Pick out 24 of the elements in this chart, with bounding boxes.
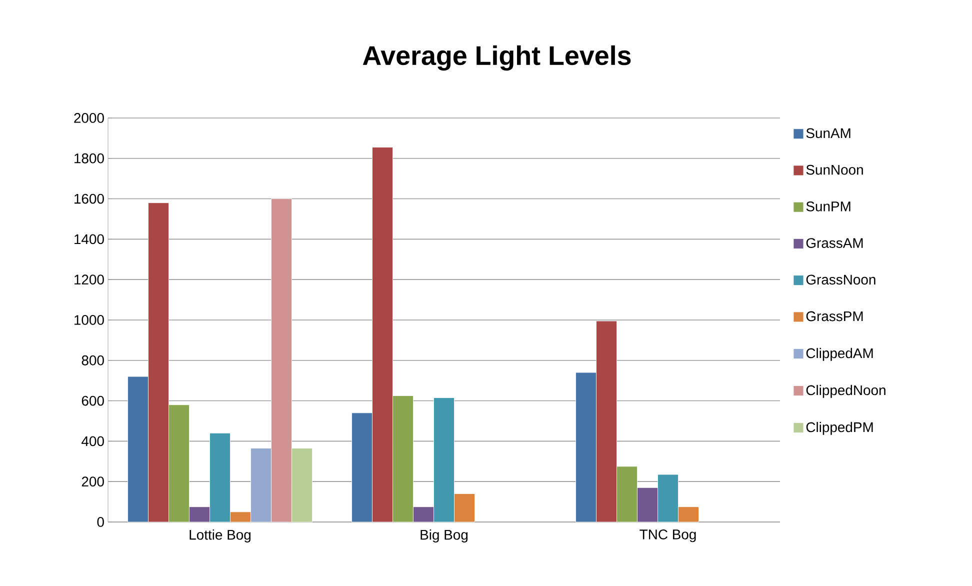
legend-label: ClippedNoon <box>806 384 886 398</box>
legend-label: SunNoon <box>806 164 863 175</box>
legend-label: ClippedAM <box>806 348 873 361</box>
legend-label: ClippedPM <box>806 422 873 435</box>
legend-label: GrassNoon <box>806 274 876 285</box>
y-tick-label: 1600 <box>74 194 104 204</box>
y-tick-label: 200 <box>82 476 104 487</box>
y-tick-label: 1200 <box>74 274 104 285</box>
y-tick-label: 400 <box>82 436 104 446</box>
y-tick-label: 600 <box>82 396 104 406</box>
x-tick-label: Big Bog <box>420 530 468 543</box>
chart-title: Average Light Levels <box>362 45 631 71</box>
x-tick-label: Lottie Bog <box>190 530 250 543</box>
y-tick-label: 2000 <box>74 113 104 123</box>
y-tick-label: 1400 <box>74 234 104 244</box>
legend-label: SunAM <box>806 128 850 138</box>
legend-label: GrassPM <box>806 311 863 322</box>
x-tick-label: TNC Bog <box>640 529 696 542</box>
legend-label: SunPM <box>806 201 850 212</box>
y-tick-label: 800 <box>82 355 104 366</box>
legend-label: GrassAM <box>806 238 863 248</box>
y-tick-label: 1000 <box>74 315 104 325</box>
y-tick-label: 0 <box>97 517 104 527</box>
y-tick-label: 1800 <box>74 153 104 164</box>
